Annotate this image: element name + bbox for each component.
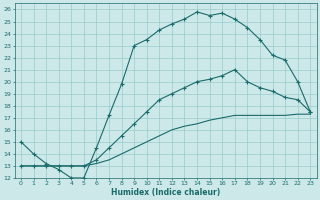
X-axis label: Humidex (Indice chaleur): Humidex (Indice chaleur) xyxy=(111,188,220,197)
